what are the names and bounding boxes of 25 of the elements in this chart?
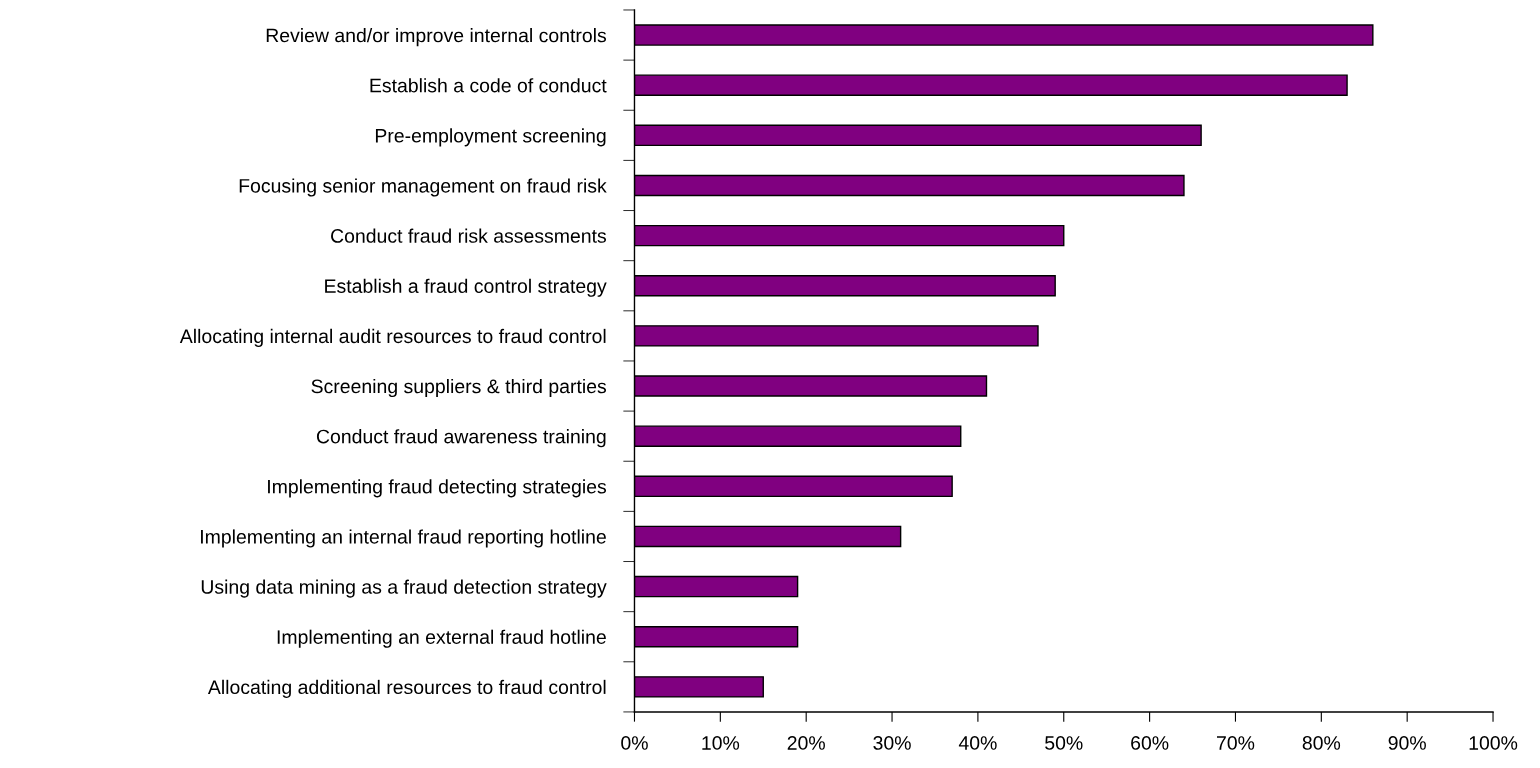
y-tick-label: Establish a code of conduct bbox=[370, 78, 607, 93]
x-tick-label: 40% bbox=[958, 736, 997, 750]
y-tick-label: Using data mining as a fraud detection strategy bbox=[201, 579, 607, 598]
x-tick-label: 30% bbox=[873, 736, 911, 750]
y-tick-label: Conduct fraud awareness training bbox=[316, 429, 606, 448]
x-tick-label: 60% bbox=[1131, 736, 1169, 750]
x-tick-label: 50% bbox=[1045, 736, 1083, 750]
x-tick-label: 100% bbox=[1469, 736, 1518, 750]
y-tick-label: Review and/or improve internal controls bbox=[266, 28, 607, 47]
y-tick-label: Establish a fraud control strategy bbox=[325, 278, 607, 297]
y-tick-label: Allocating additional resources to fraud control bbox=[207, 679, 606, 698]
x-tick-label: 10% bbox=[702, 736, 740, 750]
y-tick-label: Conduct fraud risk assessments bbox=[331, 228, 607, 243]
y-tick-label: Allocating internal audit resources to fraud control bbox=[179, 328, 606, 347]
x-tick-label: 0% bbox=[621, 736, 648, 750]
x-tick-label: 20% bbox=[787, 736, 825, 750]
y-tick-label: Implementing fraud detecting strategies bbox=[268, 479, 607, 498]
y-tick-label: Focusing senior management on fraud risk bbox=[239, 178, 607, 197]
x-tick-label: 90% bbox=[1388, 736, 1426, 750]
y-tick-label: Pre-employment screening bbox=[375, 128, 606, 147]
y-tick-label: Screening suppliers & third parties bbox=[311, 378, 607, 398]
y-tick-label: Implementing an external fraud hotline bbox=[277, 629, 606, 648]
y-tick-label: Implementing an internal fraud reporting hotline bbox=[201, 529, 606, 548]
x-tick-label: 70% bbox=[1217, 736, 1255, 750]
x-tick-label: 80% bbox=[1302, 736, 1341, 750]
